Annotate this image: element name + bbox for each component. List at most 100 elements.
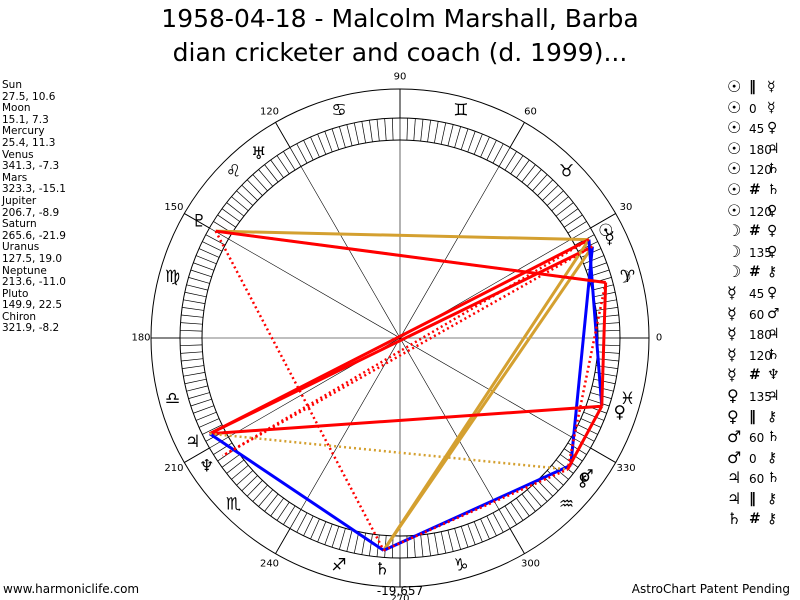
zodiac-sign-icon: ♒ — [559, 495, 574, 515]
aspect-planet-1: ☽ — [727, 262, 742, 282]
aspect-row: ☉ ‖ ☿ — [727, 78, 797, 99]
planet-glyph-icon: ☿ — [604, 228, 614, 248]
sign-divider — [509, 122, 525, 148]
aspect-planet-2: ♀ — [767, 243, 778, 260]
aspect-list: ☉ ‖ ☿ ☉ 0 ☿ ☉ 45 ♀ ☉ 180 ♃ ☉ 120 ♄ ☉ # ♄ ☉ 120 ♀ ☽ # ♀ ☽ 135 ♀ ☽ # ⚷ ☿… — [727, 78, 797, 531]
degree-tick — [480, 136, 490, 158]
zodiac-sign-icon: ♈ — [620, 267, 635, 287]
aspect-line — [215, 229, 606, 284]
degree-tick — [563, 214, 583, 228]
degree-tick — [252, 484, 268, 502]
degree-tick — [454, 528, 461, 550]
sign-divider — [184, 213, 210, 229]
degree-tick — [492, 512, 504, 533]
degree-tick — [434, 532, 439, 555]
degree-tick — [181, 314, 204, 318]
degree-tick — [270, 497, 284, 517]
degree-tick — [406, 118, 409, 141]
degree-tick — [236, 190, 254, 206]
degree-label: 180 — [131, 333, 150, 344]
degree-tick — [195, 411, 217, 421]
aspect-line — [382, 245, 594, 552]
zodiac-sign-icon: ♏ — [226, 495, 241, 515]
planet-coords: 265.6, -21.9 — [2, 229, 66, 242]
aspect-planet-2: ♃ — [767, 387, 780, 404]
degree-tick — [420, 534, 424, 557]
planet-glyph-icon: ☉ — [598, 221, 613, 241]
planet-name: Saturn — [2, 218, 37, 231]
degree-tick — [597, 344, 620, 347]
degree-tick — [480, 518, 490, 540]
degree-tick — [180, 351, 203, 354]
degree-tick — [331, 128, 340, 150]
aspect-row: ♀ ‖ ⚷ — [727, 406, 797, 429]
degree-tick — [226, 459, 245, 474]
planet-name: Uranus — [2, 241, 40, 254]
aspect-planet-1: ♀ — [727, 406, 739, 426]
sign-divider — [509, 528, 525, 554]
degree-tick — [236, 470, 254, 486]
aspect-planet-1: ♃ — [727, 488, 742, 508]
degree-tick — [258, 169, 273, 187]
aspect-planet-2: ♄ — [767, 429, 780, 446]
degree-tick — [252, 174, 268, 192]
aspect-planet-1: ☉ — [727, 77, 742, 96]
degree-tick — [571, 227, 591, 240]
aspect-planet-1: ☽ — [727, 221, 742, 241]
planet-name: Pluto — [2, 287, 29, 300]
degree-tick — [527, 489, 542, 507]
zodiac-sign-icon: ♑ — [453, 555, 468, 575]
aspect-type: ‖ — [749, 408, 756, 425]
aspect-line — [569, 246, 594, 466]
degree-tick — [186, 284, 208, 291]
planet-glyph-icon: ♅ — [251, 144, 266, 164]
aspect-row: ☉ 0 ☿ — [727, 98, 797, 120]
degree-tick — [447, 124, 454, 146]
aspect-type: # — [749, 367, 761, 384]
planet-coords: 15.1, 7.3 — [2, 113, 49, 126]
degree-tick — [339, 528, 346, 550]
degree-label: 330 — [616, 463, 635, 474]
degree-tick — [184, 291, 207, 298]
degree-tick — [209, 227, 229, 240]
aspect-type: ‖ — [749, 490, 756, 507]
degree-tick — [521, 493, 536, 512]
aspect-line — [566, 405, 604, 471]
degree-tick — [427, 120, 431, 142]
degree-tick — [473, 133, 483, 155]
degree-tick — [258, 489, 273, 507]
planet-name: Venus — [2, 148, 34, 161]
degree-tick — [559, 454, 579, 468]
aspect-type: 60 — [749, 472, 765, 487]
planet-name: Mars — [2, 171, 28, 184]
zodiac-sign-icon: ♓ — [620, 389, 635, 409]
degree-tick — [427, 534, 431, 556]
degree-tick — [209, 436, 229, 449]
aspect-planet-2: ♃ — [767, 140, 780, 157]
aspect-type: # — [749, 181, 761, 198]
degree-tick — [217, 214, 237, 228]
degree-tick — [486, 140, 497, 161]
degree-tick — [231, 465, 249, 480]
degree-tick — [567, 221, 587, 234]
degree-tick — [264, 164, 279, 183]
zodiac-sign-icon: ♐ — [331, 555, 346, 575]
degree-tick — [182, 307, 204, 311]
degree-tick — [473, 521, 483, 543]
aspect-type: # — [749, 223, 761, 240]
aspect-row: ☿ 120 ♄ — [727, 345, 797, 367]
degree-tick — [303, 140, 314, 161]
degree-tick — [516, 497, 530, 517]
degree-tick — [186, 385, 208, 392]
aspect-row: ♄ # ⚷ — [727, 510, 797, 531]
aspect-type: 180 — [749, 328, 772, 343]
degree-tick — [537, 480, 554, 497]
planet-glyph-icon: ♃ — [185, 432, 200, 452]
degree-label: 0 — [656, 333, 662, 344]
degree-tick — [183, 372, 206, 377]
degree-tick — [353, 531, 360, 554]
aspect-planet-1: ♄ — [727, 509, 742, 529]
degree-tick — [180, 344, 203, 347]
planet-glyph-icon: ♇ — [192, 212, 207, 232]
